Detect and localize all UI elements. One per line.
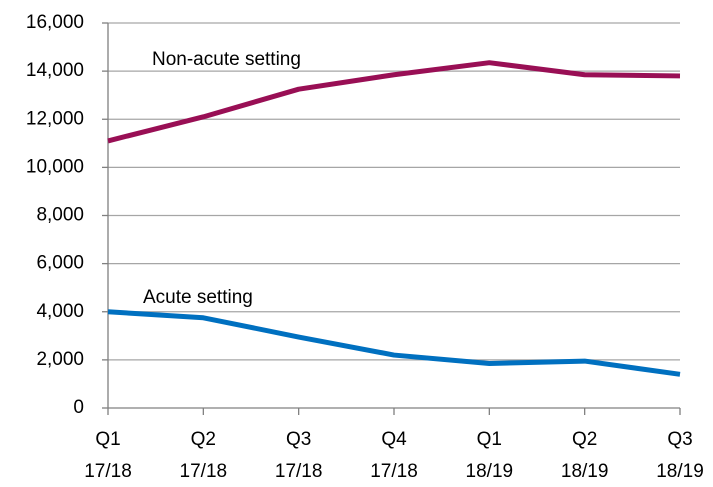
y-tick-label: 4,000 xyxy=(36,301,84,322)
y-tick-label: 2,000 xyxy=(36,349,84,370)
x-tick-label: Q1 xyxy=(477,429,502,450)
x-tick-label: 17/18 xyxy=(275,461,323,482)
x-tick-label: 18/19 xyxy=(466,461,514,482)
x-tick-label: 18/19 xyxy=(656,461,704,482)
series-label: Non-acute setting xyxy=(152,49,301,70)
x-tick-label: Q3 xyxy=(286,429,311,450)
x-tick-label: 17/18 xyxy=(370,461,418,482)
series-line xyxy=(107,309,681,377)
x-tick-label: Q2 xyxy=(191,429,216,450)
x-tick-label: Q1 xyxy=(95,429,120,450)
x-tick-label: 17/18 xyxy=(84,461,132,482)
series-label: Acute setting xyxy=(143,287,253,308)
y-tick-label: 14,000 xyxy=(26,60,84,81)
series-line xyxy=(107,60,681,144)
x-tick-label: Q2 xyxy=(572,429,597,450)
y-tick-label: 0 xyxy=(73,397,84,418)
x-tick-label: 17/18 xyxy=(180,461,228,482)
y-tick-label: 10,000 xyxy=(26,156,84,177)
x-tick-label: Q3 xyxy=(667,429,692,450)
y-tick-label: 12,000 xyxy=(26,108,84,129)
y-tick-label: 8,000 xyxy=(36,205,84,226)
y-tick-label: 16,000 xyxy=(26,12,84,33)
y-tick-label: 6,000 xyxy=(36,253,84,274)
x-tick-label: 18/19 xyxy=(561,461,609,482)
x-tick-label: Q4 xyxy=(381,429,407,450)
